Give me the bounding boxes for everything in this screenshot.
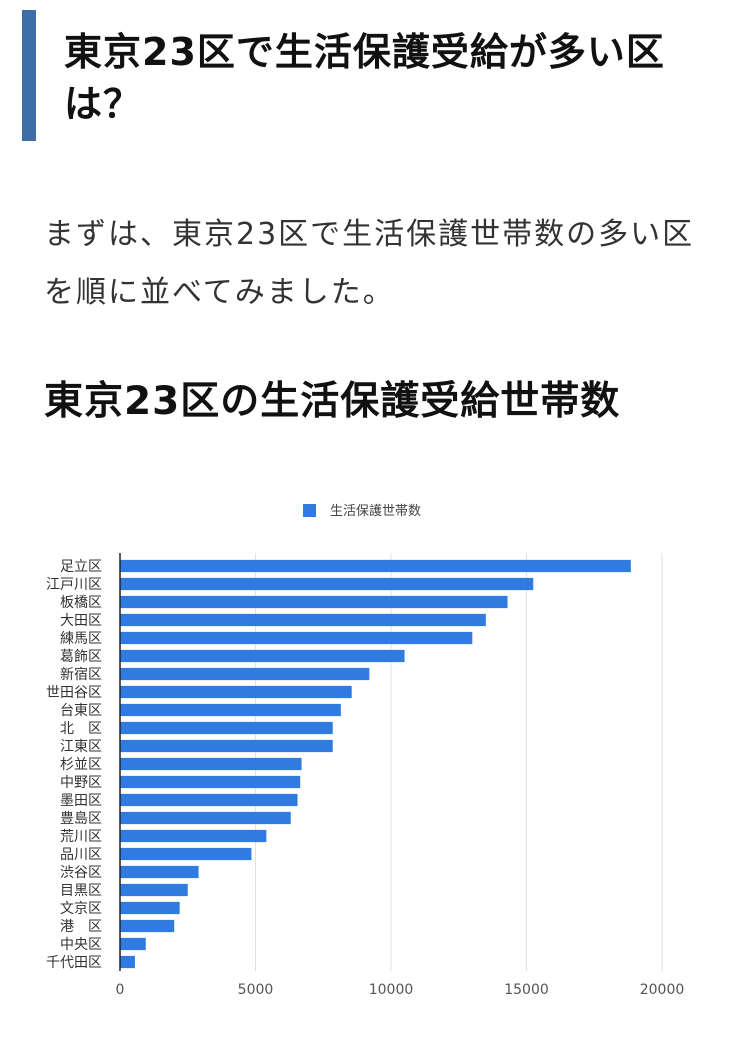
bar-18 — [120, 865, 199, 879]
category-label-7: 新宿区 — [60, 666, 102, 683]
category-label-11: 江東区 — [60, 739, 102, 755]
bar-chart-svg: 生活保護世帯数 0 5000 10000 15000 20000 足立区江戸川区板橋区大田区… — [46, 503, 685, 998]
legend-label: 生活保護世帯数 — [330, 503, 421, 519]
category-label-19: 目黒区 — [60, 883, 102, 899]
bar-1 — [120, 559, 631, 573]
x-tick-label-20000: 20000 — [640, 982, 685, 998]
category-label-15: 豊島区 — [60, 811, 102, 827]
bar-20 — [120, 901, 180, 915]
bar-5 — [120, 631, 473, 645]
bar-7 — [120, 667, 370, 681]
category-label-21: 港 区 — [60, 919, 102, 935]
x-tick-label-10000: 10000 — [369, 982, 414, 998]
category-label-17: 品川区 — [60, 847, 102, 863]
category-label-14: 墨田区 — [60, 793, 102, 809]
section-heading: 東京23区で生活保護受給が多い区は？ — [22, 10, 722, 141]
section-heading-text: 東京23区で生活保護受給が多い区は？ — [64, 30, 665, 126]
bar-8 — [120, 685, 352, 699]
intro-paragraph: まずは、東京23区で生活保護世帯数の多い区を順に並べてみました。 — [44, 217, 695, 310]
category-label-6: 葛飾区 — [60, 649, 102, 665]
bar-22 — [120, 937, 146, 951]
bar-16 — [120, 829, 267, 843]
bar-9 — [120, 703, 341, 717]
chart-heading: 東京23区の生活保護受給世帯数 — [44, 379, 621, 424]
x-tick-label-5000: 5000 — [238, 982, 274, 998]
category-label-8: 世田谷区 — [46, 685, 102, 701]
bar-13 — [120, 775, 301, 789]
bar-chart: 生活保護世帯数 0 5000 10000 15000 20000 足立区江戸川区板橋区大田区… — [0, 490, 750, 1010]
category-label-4: 大田区 — [60, 613, 102, 629]
category-label-12: 杉並区 — [60, 757, 102, 773]
x-tick-label-15000: 15000 — [504, 982, 549, 998]
bar-10 — [120, 721, 333, 735]
category-label-16: 荒川区 — [60, 829, 102, 845]
bar-19 — [120, 883, 188, 897]
category-label-9: 台東区 — [60, 703, 102, 719]
category-label-20: 文京区 — [60, 901, 102, 917]
bar-21 — [120, 919, 175, 933]
bar-3 — [120, 595, 508, 609]
category-label-10: 北 区 — [60, 721, 102, 737]
bar-2 — [120, 577, 534, 591]
category-label-22: 中央区 — [60, 937, 102, 953]
category-label-1: 足立区 — [60, 559, 102, 575]
category-label-3: 板橋区 — [60, 595, 102, 611]
category-label-2: 江戸川区 — [46, 577, 102, 593]
bar-14 — [120, 793, 298, 807]
category-label-23: 千代田区 — [46, 955, 102, 971]
category-label-18: 渋谷区 — [60, 865, 102, 881]
x-tick-label-0: 0 — [116, 982, 125, 998]
bar-11 — [120, 739, 333, 753]
bar-23 — [120, 955, 135, 969]
bar-17 — [120, 847, 252, 861]
bar-6 — [120, 649, 405, 663]
legend-swatch — [303, 504, 316, 517]
bar-15 — [120, 811, 291, 825]
category-label-13: 中野区 — [60, 775, 102, 791]
bar-12 — [120, 757, 302, 771]
bar-4 — [120, 613, 486, 627]
category-label-5: 練馬区 — [60, 631, 102, 647]
